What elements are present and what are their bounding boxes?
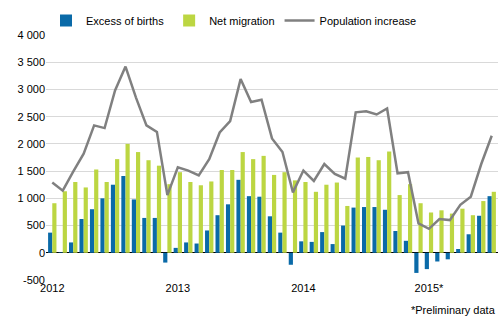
svg-text:0: 0 <box>39 247 45 259</box>
svg-text:-500: -500 <box>23 274 45 286</box>
svg-text:Net migration: Net migration <box>209 15 274 27</box>
svg-text:*Preliminary data: *Preliminary data <box>411 304 496 316</box>
svg-text:2013: 2013 <box>166 282 190 294</box>
svg-text:2014: 2014 <box>291 282 315 294</box>
svg-text:Population increase: Population increase <box>320 15 417 27</box>
svg-text:3 000: 3 000 <box>17 83 45 95</box>
svg-text:2 000: 2 000 <box>17 138 45 150</box>
svg-text:4 000: 4 000 <box>17 29 45 41</box>
svg-text:2015*: 2015* <box>415 282 444 294</box>
svg-text:500: 500 <box>27 219 45 231</box>
svg-text:2 500: 2 500 <box>17 111 45 123</box>
svg-text:Excess of births: Excess of births <box>86 15 164 27</box>
svg-text:3 500: 3 500 <box>17 56 45 68</box>
svg-text:1 000: 1 000 <box>17 192 45 204</box>
svg-text:1 500: 1 500 <box>17 165 45 177</box>
svg-text:2012: 2012 <box>40 282 64 294</box>
